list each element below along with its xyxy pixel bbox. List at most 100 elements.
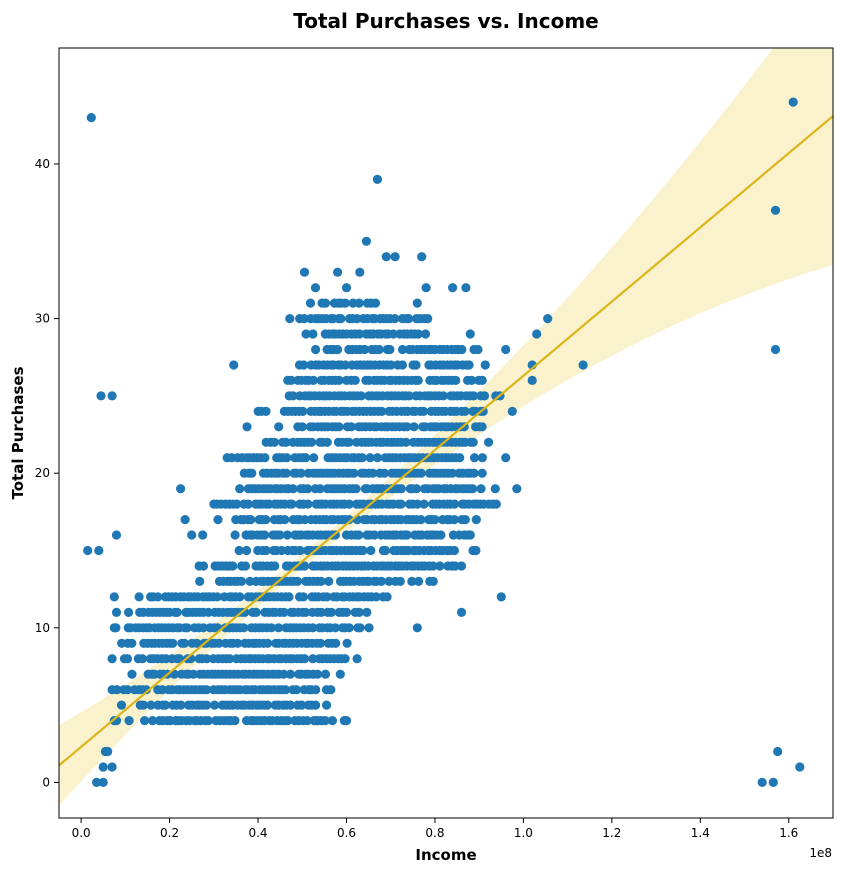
data-point bbox=[275, 530, 285, 540]
data-point bbox=[396, 484, 406, 494]
data-point bbox=[465, 329, 475, 339]
data-point bbox=[421, 283, 431, 293]
data-point bbox=[234, 545, 244, 556]
data-point bbox=[352, 314, 362, 324]
data-point bbox=[438, 391, 448, 401]
data-point bbox=[320, 298, 331, 308]
data-point bbox=[122, 685, 133, 695]
data-point bbox=[397, 360, 407, 370]
data-point bbox=[297, 422, 307, 432]
data-point bbox=[390, 252, 400, 262]
data-point bbox=[370, 298, 381, 308]
data-point bbox=[478, 406, 488, 416]
x-tick-label: 0.2 bbox=[160, 826, 179, 840]
x-tick-label: 1.6 bbox=[779, 826, 798, 840]
data-point bbox=[512, 484, 522, 494]
data-point bbox=[757, 777, 767, 788]
data-point bbox=[187, 530, 197, 540]
data-point bbox=[770, 205, 781, 215]
data-point bbox=[385, 344, 395, 355]
data-point bbox=[266, 623, 276, 633]
data-point bbox=[315, 638, 326, 648]
data-point bbox=[372, 453, 383, 463]
data-point bbox=[137, 654, 147, 664]
data-point bbox=[333, 267, 343, 277]
data-point bbox=[468, 437, 478, 447]
data-point bbox=[305, 298, 316, 308]
data-point bbox=[229, 360, 239, 370]
data-point bbox=[428, 561, 438, 571]
chart-title: Total Purchases vs. Income bbox=[293, 9, 598, 33]
data-point bbox=[302, 716, 312, 726]
data-point bbox=[351, 484, 361, 494]
x-tick-label: 1.4 bbox=[691, 826, 710, 840]
data-point bbox=[412, 623, 422, 633]
data-point bbox=[448, 283, 458, 293]
data-point bbox=[157, 685, 167, 695]
data-point bbox=[326, 607, 336, 618]
data-point bbox=[198, 623, 208, 633]
data-point bbox=[303, 484, 313, 494]
data-point bbox=[285, 669, 295, 679]
data-point bbox=[331, 638, 341, 648]
data-point bbox=[202, 700, 212, 710]
data-point bbox=[138, 700, 149, 710]
data-point bbox=[203, 716, 213, 726]
data-point bbox=[160, 700, 170, 710]
data-point bbox=[311, 344, 321, 355]
regression-line bbox=[59, 115, 833, 767]
data-point bbox=[770, 344, 781, 355]
data-point bbox=[288, 391, 298, 401]
data-point bbox=[336, 314, 346, 324]
data-point bbox=[213, 515, 223, 525]
data-point bbox=[103, 746, 113, 757]
data-point bbox=[240, 561, 251, 571]
data-point bbox=[235, 592, 245, 602]
data-point bbox=[380, 545, 391, 556]
data-point bbox=[122, 654, 133, 664]
data-point bbox=[341, 283, 352, 293]
data-point bbox=[371, 592, 381, 602]
data-point bbox=[386, 360, 396, 370]
data-point bbox=[469, 453, 480, 463]
x-tick-label: 1.0 bbox=[514, 826, 533, 840]
data-point bbox=[428, 576, 438, 587]
data-point bbox=[476, 484, 486, 494]
data-point bbox=[357, 453, 367, 463]
data-point bbox=[418, 406, 429, 416]
data-point bbox=[303, 499, 313, 509]
data-point bbox=[261, 545, 271, 556]
data-point bbox=[107, 762, 117, 772]
data-point bbox=[456, 561, 467, 571]
data-point bbox=[411, 484, 422, 494]
data-point bbox=[262, 700, 272, 710]
data-point bbox=[479, 391, 490, 401]
data-point bbox=[279, 669, 289, 679]
data-point bbox=[355, 267, 365, 277]
x-tick-label: 0.8 bbox=[425, 826, 444, 840]
data-point bbox=[342, 638, 352, 648]
data-point bbox=[301, 329, 311, 339]
data-point bbox=[543, 314, 553, 324]
y-tick-label: 0 bbox=[42, 775, 50, 789]
data-point bbox=[288, 484, 298, 494]
plot-frame bbox=[58, 47, 834, 819]
data-point bbox=[277, 545, 287, 556]
data-point bbox=[469, 391, 479, 401]
data-point bbox=[180, 515, 190, 525]
data-point bbox=[283, 716, 293, 726]
data-point bbox=[455, 453, 465, 463]
data-point bbox=[354, 329, 365, 339]
data-point bbox=[364, 623, 374, 633]
data-point bbox=[473, 344, 483, 355]
data-point bbox=[282, 530, 292, 540]
data-point bbox=[202, 654, 212, 664]
data-point bbox=[148, 716, 158, 726]
data-point bbox=[333, 344, 343, 355]
data-point bbox=[232, 499, 242, 509]
data-point bbox=[477, 453, 487, 463]
data-point bbox=[471, 515, 481, 525]
data-point bbox=[310, 283, 321, 293]
y-tick-label: 10 bbox=[35, 621, 50, 635]
